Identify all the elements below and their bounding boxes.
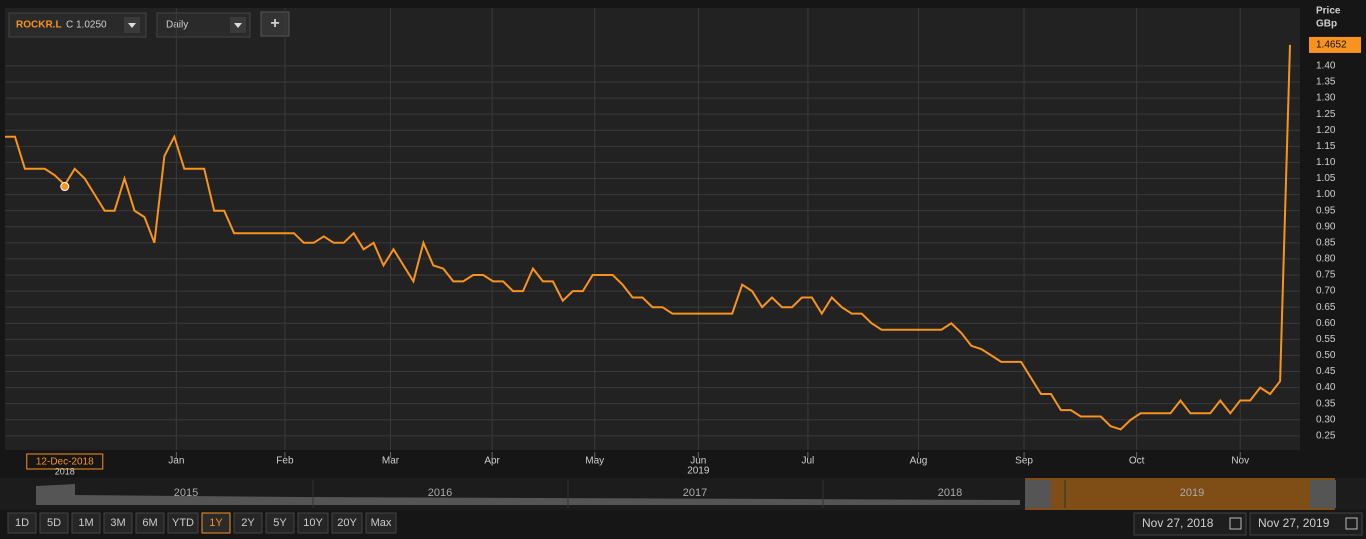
calendar-icon[interactable] (1345, 517, 1358, 530)
navigator-year: 2015 (174, 487, 198, 499)
y-tick-label: 0.60 (1316, 318, 1336, 329)
y-tick-label: 0.25 (1316, 430, 1336, 441)
crosshair-label-box (26, 453, 104, 470)
y-tick-label: 1.25 (1316, 109, 1336, 120)
crosshair-year: 2018 (55, 466, 75, 476)
date-text: Nov 27, 2018 (1142, 516, 1214, 530)
range-button-label: 5D (47, 517, 61, 529)
last-price-label: 1.4652 (1316, 40, 1347, 51)
range-button-label: 3M (110, 517, 125, 529)
y-tick-label: 0.30 (1316, 414, 1336, 425)
symbol: ROCKR.L (16, 20, 62, 31)
range-button[interactable] (265, 512, 295, 534)
crosshair-point (60, 182, 70, 192)
y-tick-label: 1.05 (1316, 173, 1336, 184)
y-tick-label: 0.45 (1316, 366, 1336, 377)
range-button-label: 5Y (273, 517, 287, 529)
y-tick-label: 0.50 (1316, 350, 1336, 361)
navigator-year: 2016 (428, 487, 452, 499)
range-button[interactable] (7, 512, 37, 534)
range-button[interactable] (331, 512, 363, 534)
navigator-sparkline (36, 484, 1020, 505)
y-tick-label: 0.85 (1316, 237, 1336, 248)
date-box[interactable] (1249, 512, 1363, 536)
range-button[interactable] (71, 512, 101, 534)
x-tick-label: Sep (1015, 456, 1033, 467)
y-unit: GBp (1316, 19, 1337, 30)
range-button-label: 1M (78, 517, 93, 529)
add-label: + (270, 15, 279, 32)
range-button-label: YTD (172, 517, 194, 529)
x-tick-label: Jan (168, 456, 184, 467)
range-button[interactable] (103, 512, 133, 534)
quote: C 1.0250 (66, 20, 107, 31)
range-button-label: 1D (15, 517, 29, 529)
y-tick-label: 0.80 (1316, 254, 1336, 265)
range-button-label: 6M (142, 517, 157, 529)
y-tick-label: 1.35 (1316, 77, 1336, 88)
interval: Daily (166, 20, 188, 31)
symbol-box[interactable] (8, 12, 147, 38)
price-line (5, 44, 1291, 431)
range-button[interactable] (167, 512, 199, 534)
range-button-label: 20Y (337, 517, 357, 529)
y-tick-label: 0.90 (1316, 221, 1336, 232)
range-button-label: 10Y (303, 517, 323, 529)
y-label: Price (1316, 6, 1341, 17)
y-tick-label: 1.15 (1316, 141, 1336, 152)
y-tick-label: 1.00 (1316, 189, 1336, 200)
last-price-box (1309, 36, 1361, 53)
range-button[interactable] (297, 512, 329, 534)
y-tick-label: 0.75 (1316, 270, 1336, 281)
range-button-label: 1Y (209, 517, 223, 529)
y-tick-label: 1.20 (1316, 125, 1336, 136)
range-button[interactable] (39, 512, 69, 534)
add-button[interactable] (260, 11, 290, 37)
y-tick-label: 0.95 (1316, 205, 1336, 216)
y-tick-label: 0.65 (1316, 302, 1336, 313)
x-tick-label: Mar (382, 456, 400, 467)
x-tick-label: Jun (690, 456, 706, 467)
plot-area (5, 8, 1300, 450)
y-tick-label: 1.40 (1316, 61, 1336, 72)
range-button-label: 2Y (241, 517, 255, 529)
range-button[interactable] (201, 512, 231, 534)
navigator-year: 2019 (1180, 487, 1204, 499)
range-button[interactable] (365, 512, 397, 534)
navigator-selection[interactable] (1025, 478, 1335, 510)
navigator-handle[interactable] (1310, 480, 1336, 508)
date-box[interactable] (1133, 512, 1247, 536)
navigator-year: 2018 (938, 487, 962, 499)
date-text: Nov 27, 2019 (1258, 516, 1330, 530)
range-button-label: Max (371, 517, 392, 529)
arrow-icon (234, 23, 242, 28)
y-tick-label: 0.55 (1316, 334, 1336, 345)
x-tick-label: Jul (802, 456, 815, 467)
arrow-icon (128, 23, 136, 28)
navigator-year: 2017 (683, 487, 707, 499)
range-button[interactable] (135, 512, 165, 534)
x-tick-label: May (585, 456, 604, 467)
y-tick-label: 1.10 (1316, 157, 1336, 168)
x-tick-label: Feb (276, 456, 294, 467)
x-tick-label: Apr (484, 456, 500, 467)
x-tick-label: Aug (910, 456, 928, 467)
y-tick-label: 0.70 (1316, 286, 1336, 297)
calendar-icon[interactable] (1229, 517, 1242, 530)
crosshair-label: 12-Dec-2018 (36, 457, 94, 468)
navigator-handle[interactable] (1025, 480, 1051, 508)
y-tick-label: 0.40 (1316, 382, 1336, 393)
x-year-label: 2019 (687, 466, 710, 477)
x-tick-label: Nov (1231, 456, 1249, 467)
range-button[interactable] (233, 512, 263, 534)
y-tick-label: 0.35 (1316, 398, 1336, 409)
y-tick-label: 1.30 (1316, 93, 1336, 104)
x-tick-label: Oct (1129, 456, 1145, 467)
